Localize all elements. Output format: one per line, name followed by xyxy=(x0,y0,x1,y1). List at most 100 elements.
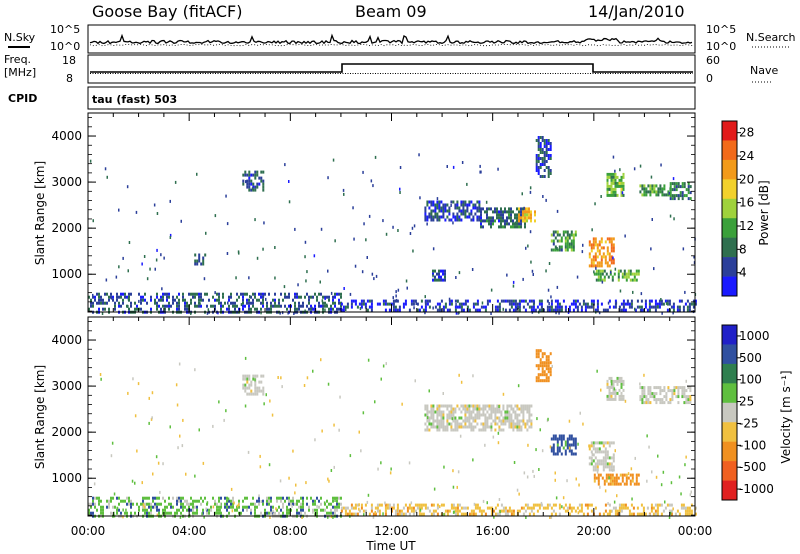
heatmap-cell xyxy=(236,304,238,308)
heatmap-cell xyxy=(433,487,436,491)
heatmap-cell xyxy=(518,422,521,426)
heatmap-cell xyxy=(254,170,257,174)
heatmap-cell xyxy=(470,425,473,429)
heatmap-cell xyxy=(550,449,553,453)
heatmap-cell xyxy=(599,275,602,279)
heatmap-cell xyxy=(488,416,491,420)
heatmap-cell xyxy=(692,302,695,306)
heatmap-cell xyxy=(610,243,613,247)
heatmap-cell xyxy=(450,299,453,303)
heatmap-cell xyxy=(625,278,628,282)
heatmap-cell xyxy=(204,292,206,296)
heatmap-cell xyxy=(420,305,423,309)
heatmap-cell xyxy=(518,299,521,303)
heatmap-cell xyxy=(262,292,264,296)
heatmap-cell xyxy=(436,203,439,207)
heatmap-cell xyxy=(266,511,268,515)
heatmap-cell xyxy=(464,416,467,420)
heatmap-cell xyxy=(212,505,215,509)
heatmap-cell xyxy=(606,261,609,265)
heatmap-cell xyxy=(432,209,435,213)
heatmap-cell xyxy=(504,308,507,312)
heatmap-cell xyxy=(442,278,444,282)
heatmap-cell xyxy=(658,503,661,507)
heatmap-cell xyxy=(512,512,515,516)
heatmap-cell xyxy=(472,305,475,309)
heatmap-cell xyxy=(102,301,104,305)
heatmap-cell xyxy=(510,425,513,429)
heatmap-cell xyxy=(382,299,385,303)
heatmap-cell xyxy=(524,422,527,426)
heatmap-cell xyxy=(643,392,646,396)
heatmap-cell xyxy=(256,182,259,186)
heatmap-cell xyxy=(486,219,488,223)
heatmap-cell xyxy=(661,401,664,405)
heatmap-cell xyxy=(444,305,447,309)
heatmap-cell xyxy=(443,465,445,469)
heatmap-cell xyxy=(372,515,375,519)
heatmap-cell xyxy=(588,447,591,451)
heatmap-cell xyxy=(661,398,664,402)
heatmap-cell xyxy=(657,193,660,197)
heatmap-cell xyxy=(639,308,642,312)
heatmap-cell xyxy=(290,304,292,308)
heatmap-cell xyxy=(596,459,599,463)
heatmap-cell xyxy=(114,304,116,308)
heatmap-cell xyxy=(444,278,446,282)
heatmap-cell xyxy=(600,450,603,454)
heatmap-cell xyxy=(108,307,110,311)
heatmap-cell xyxy=(616,175,619,179)
heatmap-cell xyxy=(681,392,684,396)
heatmap-cell xyxy=(582,422,584,426)
heatmap-cell xyxy=(492,216,494,220)
heatmap-cell xyxy=(184,505,186,509)
heatmap-cell xyxy=(574,437,577,441)
heatmap-cell xyxy=(288,508,290,512)
heatmap-cell xyxy=(484,425,487,429)
heatmap-cell xyxy=(362,299,365,303)
heatmap-cell xyxy=(524,509,527,513)
heatmap-cell xyxy=(617,269,620,273)
heatmap-cell xyxy=(246,392,249,396)
heatmap-cell xyxy=(94,295,96,299)
heatmap-cell xyxy=(608,512,611,516)
heatmap-cell xyxy=(480,512,483,516)
heatmap-cell xyxy=(118,508,120,512)
heatmap-cell xyxy=(478,407,481,411)
heatmap-cell xyxy=(96,292,98,296)
heatmap-cell xyxy=(619,308,621,312)
heatmap-cell xyxy=(156,307,158,311)
heatmap-cell xyxy=(106,499,108,503)
heatmap-cell xyxy=(610,249,613,253)
heatmap-cell xyxy=(228,298,230,302)
heatmap-cell xyxy=(506,419,509,423)
heatmap-cell xyxy=(470,512,473,516)
heatmap-cell xyxy=(610,175,613,179)
heatmap-cell xyxy=(600,261,603,265)
heatmap-cell xyxy=(292,449,294,453)
heatmap-cell xyxy=(472,215,475,219)
heatmap-cell xyxy=(554,434,557,438)
heatmap-cell xyxy=(448,410,451,414)
heatmap-cell xyxy=(88,295,90,299)
heatmap-cell xyxy=(551,364,553,368)
colorbar-segment xyxy=(722,140,737,161)
heatmap-cell xyxy=(620,184,623,188)
heatmap-cell xyxy=(552,452,555,456)
heatmap-cell xyxy=(202,262,205,266)
heatmap-cell xyxy=(166,292,168,296)
heatmap-cell xyxy=(266,304,268,308)
heatmap-cell xyxy=(200,262,203,266)
heatmap-cell xyxy=(647,389,650,393)
heatmap-cell xyxy=(480,407,483,411)
y-tick-label: 2000 xyxy=(51,221,82,235)
heatmap-cell xyxy=(647,190,650,194)
heatmap-cell xyxy=(586,302,589,306)
heatmap-cell xyxy=(476,308,479,312)
heatmap-cell xyxy=(430,410,433,414)
heatmap-cell xyxy=(554,248,557,252)
heatmap-cell xyxy=(480,413,483,417)
heatmap-cell xyxy=(552,434,555,438)
heatmap-cell xyxy=(178,301,180,305)
heatmap-cell xyxy=(275,507,277,511)
